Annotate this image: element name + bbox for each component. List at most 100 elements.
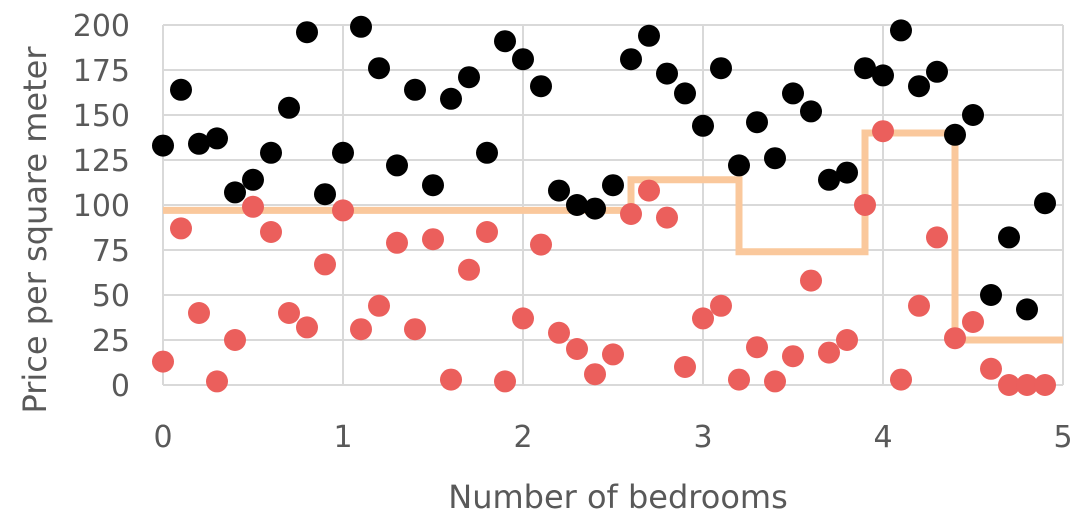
- red-point: [944, 327, 966, 350]
- black-point: [404, 78, 426, 101]
- red-point: [872, 120, 894, 143]
- red-point: [746, 336, 768, 359]
- red-point: [458, 258, 480, 281]
- red-point: [314, 253, 336, 276]
- x-tick-label: 5: [1053, 420, 1072, 455]
- black-point: [602, 174, 624, 197]
- red-point: [368, 294, 390, 317]
- black-point: [242, 168, 264, 191]
- black-point: [926, 60, 948, 83]
- red-point: [656, 206, 678, 229]
- x-tick-label: 1: [333, 420, 352, 455]
- x-axis-title: Number of bedrooms: [448, 478, 788, 513]
- red-point: [170, 217, 192, 240]
- black-point: [638, 24, 660, 47]
- black-point: [458, 66, 480, 89]
- red-point: [386, 231, 408, 254]
- red-point: [926, 226, 948, 249]
- x-tick-label: 2: [513, 420, 532, 455]
- black-point: [584, 197, 606, 220]
- black-point: [206, 127, 228, 150]
- black-point: [188, 132, 210, 155]
- black-point: [530, 75, 552, 98]
- red-point: [512, 307, 534, 330]
- red-point: [476, 221, 498, 243]
- red-point: [620, 203, 642, 225]
- black-point: [332, 141, 354, 164]
- red-point: [674, 356, 696, 378]
- black-point: [494, 30, 516, 53]
- black-point: [1034, 192, 1056, 215]
- red-point: [710, 294, 732, 317]
- y-tick-label: 150: [73, 99, 130, 134]
- red-point: [224, 329, 246, 351]
- black-point: [1016, 298, 1038, 321]
- red-point: [764, 370, 786, 393]
- red-point: [998, 374, 1020, 396]
- y-tick-label: 200: [73, 9, 130, 44]
- black-point: [350, 15, 372, 38]
- red-point: [440, 368, 462, 391]
- red-point: [908, 294, 930, 317]
- red-point: [818, 341, 840, 364]
- black-point: [512, 48, 534, 71]
- red-point: [1016, 374, 1038, 396]
- black-point: [296, 21, 318, 44]
- y-tick-label: 25: [92, 324, 130, 359]
- black-point: [980, 284, 1002, 306]
- red-point: [638, 179, 660, 202]
- red-point: [332, 199, 354, 222]
- black-point: [962, 104, 984, 126]
- points-layer: [152, 15, 1056, 396]
- red-point: [962, 311, 984, 333]
- red-point: [1034, 374, 1056, 396]
- black-point: [710, 57, 732, 80]
- red-point: [800, 269, 822, 292]
- black-point: [440, 87, 462, 110]
- black-point: [908, 75, 930, 98]
- red-point: [494, 370, 516, 393]
- black-point: [224, 181, 246, 204]
- red-point: [782, 345, 804, 368]
- red-point: [278, 302, 300, 324]
- red-point: [206, 370, 228, 393]
- red-point: [890, 368, 912, 391]
- x-tick-label: 4: [873, 420, 892, 455]
- red-point: [404, 318, 426, 341]
- red-point: [350, 318, 372, 341]
- black-point: [818, 168, 840, 191]
- black-point: [368, 57, 390, 80]
- y-tick-label: 75: [92, 234, 130, 269]
- red-point: [242, 195, 264, 218]
- black-point: [944, 123, 966, 146]
- red-point: [422, 228, 444, 251]
- black-point: [386, 154, 408, 177]
- black-point: [728, 154, 750, 177]
- black-point: [800, 100, 822, 123]
- red-point: [602, 343, 624, 366]
- red-point: [188, 302, 210, 324]
- black-point: [620, 48, 642, 71]
- black-point: [548, 179, 570, 202]
- red-point: [566, 338, 588, 360]
- x-tick-labels: 0 1 2 3 4 5: [153, 420, 1072, 455]
- black-point: [476, 141, 498, 164]
- red-point: [980, 357, 1002, 380]
- black-point: [674, 82, 696, 105]
- black-point: [278, 96, 300, 119]
- red-point: [530, 233, 552, 256]
- y-tick-label: 0: [111, 369, 130, 404]
- y-tick-label: 175: [73, 54, 130, 89]
- black-point: [746, 111, 768, 134]
- step-line-layer: [163, 129, 1063, 344]
- black-point: [998, 226, 1020, 249]
- y-tick-label: 50: [92, 279, 130, 314]
- x-tick-label: 3: [693, 420, 712, 455]
- x-tick-label: 0: [153, 420, 172, 455]
- red-point: [854, 194, 876, 216]
- black-point: [764, 147, 786, 170]
- black-point: [566, 194, 588, 216]
- black-point: [854, 57, 876, 80]
- black-point: [170, 78, 192, 101]
